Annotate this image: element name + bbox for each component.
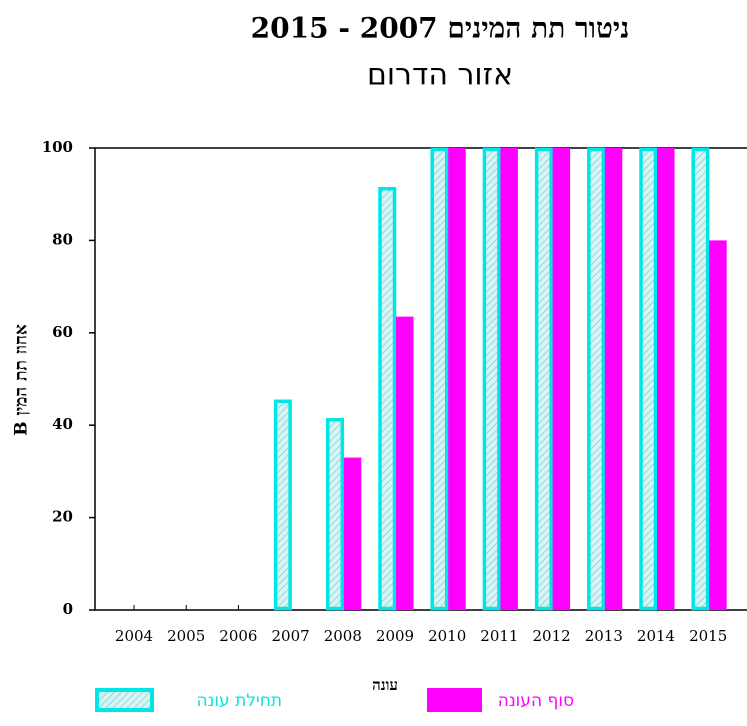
bar — [604, 148, 623, 610]
x-tick-label: 2008 — [324, 627, 362, 645]
x-tick-label: 2009 — [376, 627, 414, 645]
y-axis-title: אחוז תת המין B — [12, 324, 32, 436]
legend-swatch — [95, 688, 154, 712]
y-tick-label: 100 — [42, 138, 73, 156]
x-axis-title: עונה — [372, 676, 398, 694]
bar — [396, 316, 414, 610]
chart-subtitle: אזור הדרום — [367, 58, 513, 93]
bar — [639, 147, 658, 611]
bar — [534, 147, 553, 611]
x-tick-label: 2004 — [115, 627, 153, 645]
y-tick-label: 0 — [63, 600, 73, 618]
legend-swatch — [427, 688, 482, 712]
x-tick-label: 2013 — [585, 627, 623, 645]
bar — [709, 240, 727, 610]
legend-label: תחילת עונה — [196, 691, 282, 711]
bar — [587, 147, 606, 611]
y-tick-label: 60 — [52, 323, 73, 341]
legend-label: סוף העונה — [498, 691, 574, 711]
bar — [657, 148, 675, 610]
bar — [378, 187, 397, 611]
x-tick-label: 2011 — [480, 627, 518, 645]
bar — [326, 418, 345, 611]
x-tick-label: 2005 — [167, 627, 205, 645]
y-tick-label: 80 — [52, 230, 73, 248]
x-tick-label: 2012 — [533, 627, 571, 645]
x-tick-label: 2014 — [637, 627, 675, 645]
bar — [273, 399, 292, 611]
bar — [552, 148, 571, 610]
y-tick-label: 40 — [52, 415, 73, 433]
plot-frame — [94, 147, 747, 611]
bar — [500, 148, 518, 610]
x-tick-label: 2007 — [272, 627, 310, 645]
y-tick-label: 20 — [52, 508, 73, 526]
bar — [691, 147, 710, 611]
x-tick-label: 2006 — [219, 627, 257, 645]
x-tick-label: 2015 — [689, 627, 727, 645]
bar — [343, 457, 362, 610]
bar — [448, 148, 466, 610]
chart-title: ניטור תת המינים 2007 - 2015 — [251, 12, 630, 45]
x-tick-label: 2010 — [428, 627, 466, 645]
bar — [482, 147, 501, 611]
bar — [430, 147, 449, 611]
